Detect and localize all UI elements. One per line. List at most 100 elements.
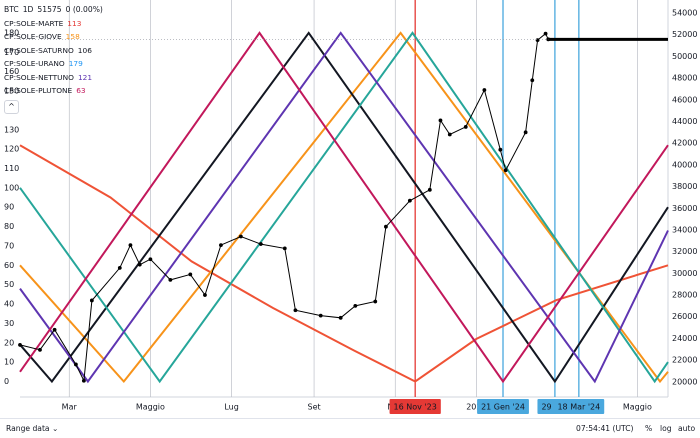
y-tick-label: 40 bbox=[4, 300, 14, 309]
y2-tick-label: 38000 bbox=[672, 182, 697, 191]
legend-value: 113 bbox=[67, 18, 82, 28]
legend-rows: CP:SOLE-MARTE 113 CP:SOLE-GIOVE 158 CP:SOLE-… bbox=[4, 17, 107, 98]
price-point bbox=[188, 272, 193, 277]
legend-value: 106 bbox=[77, 45, 92, 55]
legend-item[interactable]: CP:SOLE-NETTUNO 121 bbox=[4, 71, 107, 85]
y2-tick-label: 48000 bbox=[672, 74, 697, 83]
legend-value: 63 bbox=[76, 86, 86, 95]
y-tick-label: 180 bbox=[4, 28, 19, 37]
price-point bbox=[535, 38, 540, 43]
change: 0 (0.00%) bbox=[65, 5, 103, 14]
price-point bbox=[18, 343, 22, 347]
price-point bbox=[73, 362, 78, 367]
legend-name: CP:SOLE-MARTE bbox=[4, 18, 64, 28]
y-tick-label: 30 bbox=[4, 319, 14, 328]
marker-label-box bbox=[389, 399, 441, 414]
price-point bbox=[338, 315, 343, 320]
series-line bbox=[19, 144, 669, 383]
x-tick-label: Maggio bbox=[136, 403, 165, 412]
y2-tick-label: 24000 bbox=[672, 334, 697, 343]
price-point bbox=[293, 308, 298, 313]
price-point bbox=[168, 277, 173, 282]
x-tick-label: Maggio bbox=[623, 403, 652, 412]
legend-item[interactable]: CP:SOLE-SATURNO 106 bbox=[4, 44, 107, 58]
y2-tick-label: 30000 bbox=[672, 269, 697, 278]
marker-label: 16 Nov '23 bbox=[389, 399, 441, 414]
y-tick-label: 10 bbox=[4, 358, 14, 367]
marker-label-box bbox=[553, 399, 605, 414]
x-tick-label: Set bbox=[307, 403, 320, 412]
y2-tick-label: 50000 bbox=[672, 52, 697, 61]
legend: BTC 1D 51575 0 (0.00%) CP:SOLE-MARTE 113 CP:S… bbox=[4, 3, 107, 114]
x-tick-label: Mar bbox=[62, 403, 78, 412]
y2-tick-label: 44000 bbox=[672, 117, 697, 126]
price-point bbox=[427, 187, 432, 192]
y-tick-label: 70 bbox=[4, 241, 14, 250]
marker-label-text: 16 Nov '23 bbox=[394, 403, 437, 412]
price-line bbox=[19, 32, 549, 383]
legend-name: CP:SOLE-URANO bbox=[4, 59, 65, 68]
y-tick-label: 150 bbox=[4, 87, 19, 96]
series-line bbox=[19, 31, 669, 384]
legend-name: CP:SOLE-GIOVE bbox=[4, 32, 62, 41]
price-point bbox=[482, 88, 487, 92]
y-tick-label: 160 bbox=[4, 67, 19, 76]
y2-tick-label: 26000 bbox=[672, 312, 697, 321]
clock: 07:54:41 (UTC) bbox=[576, 424, 634, 433]
legend-value: 121 bbox=[77, 72, 93, 82]
legend-item[interactable]: CP:SOLE-GIOVE 158 bbox=[4, 30, 107, 44]
price-point bbox=[203, 293, 207, 297]
y-tick-label: 20 bbox=[4, 338, 14, 347]
price-point bbox=[523, 130, 528, 135]
legend-name: CP:SOLE-SATURNO bbox=[4, 45, 74, 55]
y-tick-label: 170 bbox=[4, 48, 19, 57]
y2-tick-label: 32000 bbox=[672, 247, 697, 256]
marker-label: 18 Mar '24 bbox=[553, 399, 605, 414]
price-point bbox=[373, 299, 378, 304]
auto-button[interactable]: auto bbox=[678, 424, 696, 433]
series-line bbox=[19, 31, 669, 384]
price-point bbox=[438, 118, 443, 123]
range-button[interactable]: Range data ⌄ bbox=[6, 424, 59, 433]
legend-item[interactable]: CP:SOLE-URANO 179 bbox=[4, 57, 107, 71]
price-point bbox=[498, 147, 503, 152]
legend-item[interactable]: CP:SOLE-PLUTONE 63 bbox=[4, 84, 107, 98]
price-point bbox=[238, 234, 243, 239]
price-point bbox=[117, 266, 122, 270]
price-point bbox=[148, 257, 153, 262]
legend-name: CP:SOLE-NETTUNO bbox=[4, 72, 74, 82]
legend-header: BTC 1D 51575 0 (0.00%) bbox=[4, 3, 107, 17]
x-tick-label: 2024 bbox=[466, 403, 486, 412]
y2-tick-label: 54000 bbox=[672, 9, 697, 18]
bottom-bar: Range data ⌄ 07:54:41 (UTC) % log auto bbox=[0, 418, 700, 438]
percent-button[interactable]: % bbox=[645, 424, 653, 433]
y-tick-label: 60 bbox=[4, 261, 14, 270]
price-point bbox=[530, 78, 535, 83]
y-tick-label: 120 bbox=[4, 145, 19, 154]
price-point bbox=[258, 242, 263, 246]
price-point bbox=[318, 313, 323, 318]
y-tick-label: 90 bbox=[4, 203, 14, 212]
y2-tick-label: 46000 bbox=[672, 95, 697, 104]
marker-label: 21 Gen '24 bbox=[477, 399, 529, 414]
price-point bbox=[137, 262, 142, 267]
price-point bbox=[463, 125, 468, 129]
y-tick-label: 110 bbox=[4, 164, 19, 173]
price-point bbox=[353, 303, 358, 308]
log-button[interactable]: log bbox=[660, 424, 672, 433]
collapse-button[interactable]: ^ bbox=[4, 99, 19, 114]
marker-label-text: 21 Gen '24 bbox=[481, 403, 525, 412]
legend-item[interactable]: CP:SOLE-MARTE 113 bbox=[4, 17, 107, 31]
y-tick-label: 0 bbox=[4, 377, 9, 386]
price-point bbox=[52, 327, 57, 332]
y-tick-label: 80 bbox=[4, 222, 14, 231]
price: 51575 bbox=[37, 5, 62, 14]
y2-tick-label: 36000 bbox=[672, 204, 697, 213]
price-point bbox=[81, 378, 86, 383]
y2-tick-label: 52000 bbox=[672, 30, 697, 39]
y2-tick-label: 28000 bbox=[672, 291, 697, 300]
price-point bbox=[447, 132, 452, 137]
interval: 1D bbox=[22, 5, 34, 14]
price-point bbox=[38, 347, 42, 352]
marker-label-box bbox=[477, 399, 529, 414]
